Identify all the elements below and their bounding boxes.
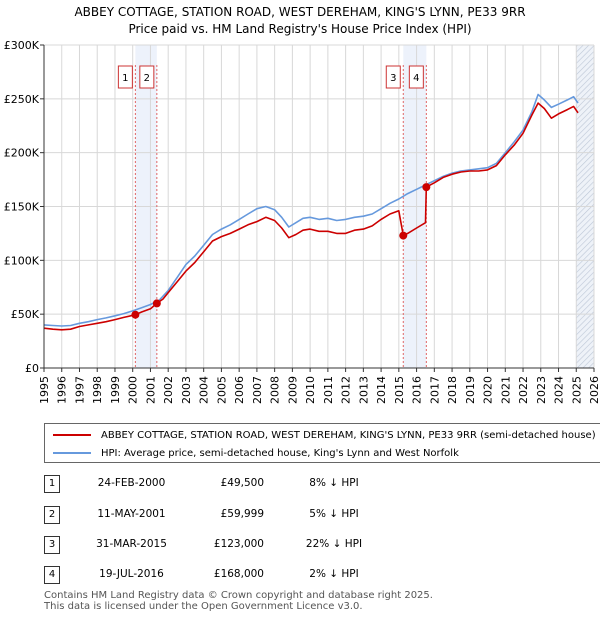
- x-tick-label: 2025: [570, 376, 583, 404]
- legend-item-hpi: HPI: Average price, semi-detached house,…: [53, 445, 459, 461]
- property-price-line: [43, 102, 579, 331]
- y-tick-label: £150K: [4, 201, 40, 214]
- x-tick-label: 2003: [180, 376, 193, 404]
- legend-label-property: ABBEY COTTAGE, STATION ROAD, WEST DEREHA…: [101, 429, 596, 441]
- y-tick-label: £50K: [11, 308, 40, 321]
- x-tick-label: 2026: [588, 376, 600, 404]
- axes: £0 £50K £100K £150K £200K £250K £300K 1995 1996 1…: [4, 39, 600, 404]
- transaction-number: 3: [44, 536, 60, 554]
- y-tick-label: £0: [25, 362, 39, 375]
- y-tick-label: £250K: [4, 93, 40, 106]
- legend-swatch-hpi: [53, 452, 91, 454]
- hpi-line: [43, 93, 579, 327]
- transaction-date: 11-MAY-2001: [97, 508, 166, 520]
- x-tick-label: 2016: [411, 376, 424, 404]
- x-tick-label: 2005: [215, 376, 228, 404]
- x-tick-label: 2015: [393, 376, 406, 404]
- x-tick-label: 2024: [553, 376, 566, 404]
- x-tick-label: 2010: [304, 376, 317, 404]
- x-tick-label: 2022: [517, 376, 530, 404]
- x-tick-label: 2014: [375, 376, 388, 404]
- transaction-hpi: 22% ↓ HPI: [305, 538, 363, 550]
- price-chart: ABBEY COTTAGE, STATION ROAD, WEST DEREHA…: [4, 5, 600, 404]
- x-tick-label: 1997: [73, 376, 86, 404]
- legend: ABBEY COTTAGE, STATION ROAD, WEST DEREHA…: [44, 423, 600, 463]
- transaction-point: [152, 299, 161, 308]
- x-tick-label: 2002: [162, 376, 175, 404]
- y-tick-label: £200K: [4, 147, 40, 160]
- x-tick-label: 2019: [464, 376, 477, 404]
- transaction-price: £168,000: [213, 568, 264, 580]
- transaction-label: 2: [144, 73, 150, 84]
- legend-swatch-property: [53, 434, 91, 436]
- x-tick-label: 2009: [286, 376, 299, 404]
- transaction-labels: 1 2 3 4: [117, 65, 424, 89]
- y-tick-label: £100K: [4, 254, 40, 267]
- transaction-date: 31-MAR-2015: [96, 538, 167, 550]
- x-tick-label: 2000: [127, 376, 140, 404]
- series: [43, 93, 579, 331]
- transaction-date: 24-FEB-2000: [97, 477, 166, 489]
- transaction-date: 19-JUL-2016: [99, 568, 164, 580]
- transaction-hpi: 8% ↓ HPI: [309, 477, 359, 489]
- x-tick-label: 2023: [535, 376, 548, 404]
- y-tick-label: £300K: [4, 39, 40, 52]
- transaction-points: [131, 183, 431, 319]
- transaction-point: [399, 231, 408, 240]
- x-tick-label: 1999: [109, 376, 122, 404]
- x-tick-label: 2013: [357, 376, 370, 404]
- x-tick-label: 2012: [340, 376, 353, 404]
- x-tick-label: 2020: [482, 376, 495, 404]
- grid: [43, 44, 595, 369]
- transaction-label-box: [139, 65, 155, 89]
- x-tick-label: 1996: [56, 376, 69, 404]
- x-tick-label: 2008: [269, 376, 282, 404]
- transaction-price: £49,500: [220, 477, 264, 489]
- transaction-label: 4: [413, 73, 419, 84]
- legend-item-property: ABBEY COTTAGE, STATION ROAD, WEST DEREHA…: [53, 427, 596, 443]
- transaction-number: 1: [44, 475, 60, 493]
- transaction-point: [422, 183, 431, 192]
- x-tick-label: 2021: [499, 376, 512, 404]
- x-tick-label: 2004: [198, 376, 211, 404]
- transaction-label-box: [408, 65, 424, 89]
- footer: Contains HM Land Registry data © Crown c…: [44, 590, 433, 612]
- transaction-price: £123,000: [213, 538, 264, 550]
- x-tick-label: 2007: [251, 376, 264, 404]
- transaction-label: 3: [390, 73, 396, 84]
- copyright-note: Contains HM Land Registry data © Crown c…: [44, 590, 433, 601]
- licence-note: This data is licensed under the Open Gov…: [44, 601, 363, 612]
- transaction-label-box: [117, 65, 133, 89]
- transaction-number: 2: [44, 506, 60, 524]
- transaction-label-box: [385, 65, 401, 89]
- transaction-label: 1: [122, 73, 128, 84]
- x-tick-label: 2017: [428, 376, 441, 404]
- x-tick-label: 1998: [91, 376, 104, 404]
- chart-title: ABBEY COTTAGE, STATION ROAD, WEST DEREHA…: [74, 5, 525, 19]
- transaction-hpi: 5% ↓ HPI: [309, 508, 359, 520]
- transaction-price: £59,999: [220, 508, 264, 520]
- transaction-point: [131, 310, 140, 319]
- transaction-number: 4: [44, 566, 60, 584]
- x-tick-label: 2018: [446, 376, 459, 404]
- x-tick-label: 2006: [233, 376, 246, 404]
- chart-subtitle: Price paid vs. HM Land Registry's House …: [128, 22, 471, 36]
- legend-label-hpi: HPI: Average price, semi-detached house,…: [101, 447, 459, 459]
- transaction-hpi: 2% ↓ HPI: [309, 568, 359, 580]
- x-tick-label: 1995: [38, 376, 51, 404]
- x-tick-label: 2011: [322, 376, 335, 404]
- x-tick-label: 2001: [144, 376, 157, 404]
